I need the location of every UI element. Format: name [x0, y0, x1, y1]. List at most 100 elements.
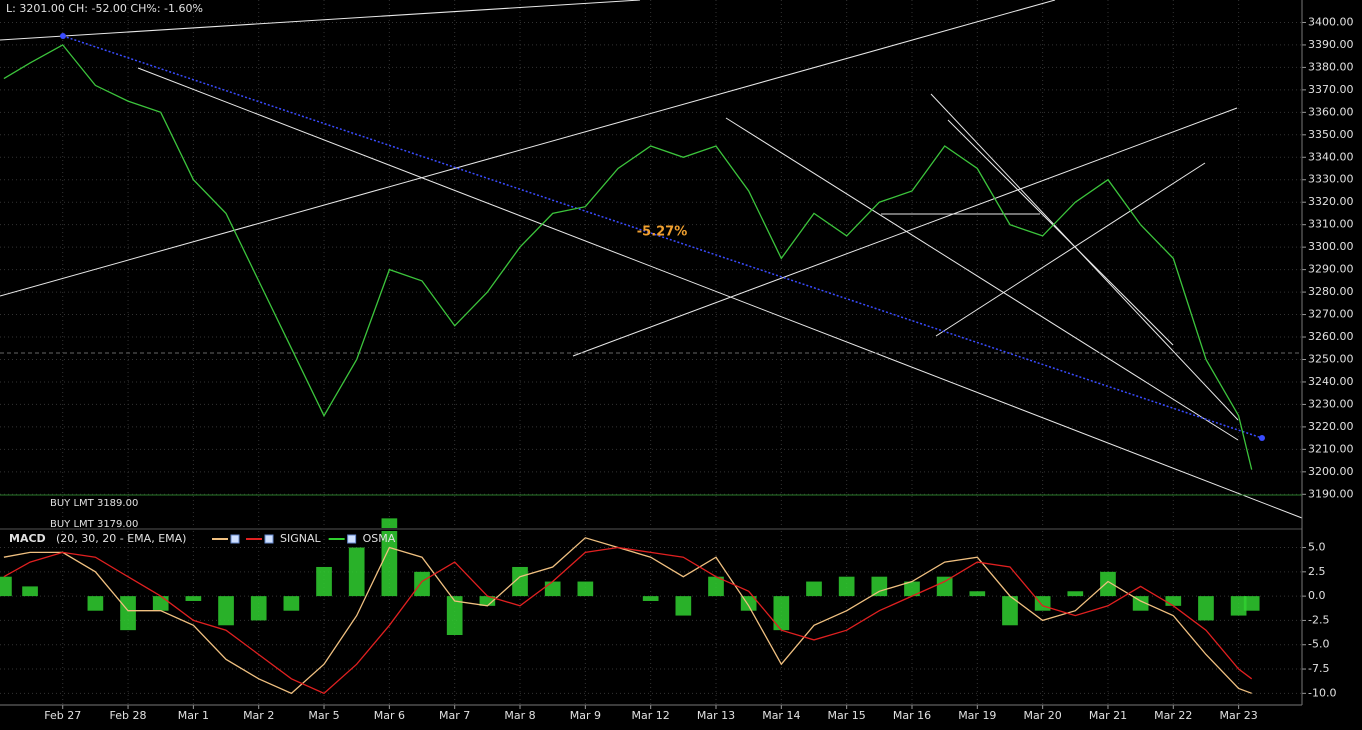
osma-bar: [1243, 596, 1260, 611]
x-tick-label: Mar 5: [308, 709, 339, 722]
x-tick-label: Mar 21: [1089, 709, 1127, 722]
y-tick-label: 2.5: [1308, 565, 1326, 578]
osma-bar: [708, 576, 724, 597]
x-tick-label: Mar 22: [1154, 709, 1192, 722]
osma-bar: [904, 581, 920, 597]
y-tick-label: 3300.00: [1308, 240, 1354, 253]
y-tick-label: 3360.00: [1308, 105, 1354, 118]
x-tick-label: Mar 16: [893, 709, 931, 722]
osma-bar: [1002, 596, 1018, 626]
osma-bar: [218, 596, 234, 626]
y-tick-label: 0.0: [1308, 589, 1326, 602]
osma-bar: [512, 566, 528, 597]
osma-bar: [577, 581, 594, 597]
y-tick-label: 3190.00: [1308, 487, 1354, 500]
osma-bar: [0, 576, 12, 597]
osma-bar: [120, 596, 136, 631]
y-tick-label: 3340.00: [1308, 150, 1354, 163]
trend-line: [947, 119, 1174, 346]
osma-bar: [969, 591, 986, 597]
osma-bar: [381, 518, 398, 597]
trend-line: [0, 0, 1056, 297]
osma-bar: [838, 576, 855, 597]
osma-bar: [479, 596, 496, 606]
x-tick-label: Mar 6: [374, 709, 405, 722]
x-tick-label: Mar 12: [632, 709, 670, 722]
x-tick-label: Mar 8: [504, 709, 535, 722]
measure-point: [1259, 435, 1265, 441]
x-tick-label: Mar 1: [178, 709, 209, 722]
osma-bar: [283, 596, 300, 611]
legend-checkbox[interactable]: [264, 534, 274, 544]
y-tick-label: 3220.00: [1308, 420, 1354, 433]
x-tick-label: Mar 2: [243, 709, 274, 722]
y-tick-label: 3350.00: [1308, 128, 1354, 141]
osma-bar: [446, 596, 463, 636]
macd-title: MACD: [9, 532, 46, 545]
trend-line: [935, 162, 1206, 337]
osma-bar: [316, 566, 332, 597]
y-tick-label: 3380.00: [1308, 60, 1354, 73]
osma-bar: [675, 596, 692, 616]
osma-bar: [773, 596, 790, 631]
y-tick-label: 3270.00: [1308, 308, 1354, 321]
x-tick-label: Mar 20: [1024, 709, 1062, 722]
trend-line: [725, 117, 1239, 441]
osma-bar: [250, 596, 267, 621]
osma-bar: [1198, 596, 1214, 621]
osma-bar: [152, 596, 169, 611]
y-tick-label: -7.5: [1308, 662, 1329, 675]
y-tick-label: 3320.00: [1308, 195, 1354, 208]
x-tick-label: Mar 19: [958, 709, 996, 722]
osma-bar: [544, 581, 561, 597]
grid: [0, 0, 1302, 705]
osma-bar: [642, 596, 659, 601]
y-tick-label: 3290.00: [1308, 263, 1354, 276]
osma-bar: [1132, 596, 1149, 611]
trend-line: [572, 107, 1238, 357]
header: L: 3201.00 CH: -52.00 CH%: -1.60%: [6, 2, 203, 15]
marks: 3190.00 3200.00 3210.00 3220.00 3230.00 3240.…: [0, 15, 1354, 722]
legend-checkbox[interactable]: [347, 534, 357, 544]
y-tick-label: 3310.00: [1308, 218, 1354, 231]
measure-line: [62, 35, 1263, 439]
osma-bar: [414, 571, 430, 597]
osma-bar: [871, 576, 888, 597]
y-tick-label: -5.0: [1308, 638, 1329, 651]
y-tick-label: 3330.00: [1308, 173, 1354, 186]
x-tick-label: Mar 23: [1220, 709, 1258, 722]
annotation: -5.27%: [637, 225, 688, 240]
y-tick-label: 3260.00: [1308, 330, 1354, 343]
order-label: BUY LMT 3189.00: [50, 498, 138, 509]
trend-line: [0, 0, 641, 41]
x-tick-label: Mar 7: [439, 709, 470, 722]
x-tick-label: Feb 28: [110, 709, 147, 722]
y-tick-label: 3230.00: [1308, 397, 1354, 410]
osma-bar: [936, 576, 953, 597]
series-line: [3, 44, 1253, 470]
y-tick-label: 3200.00: [1308, 465, 1354, 478]
y-tick-label: 3240.00: [1308, 375, 1354, 388]
y-tick-label: 3280.00: [1308, 285, 1354, 298]
osma-bar: [348, 547, 365, 597]
x-tick-label: Mar 13: [697, 709, 735, 722]
macd-subtitle: (20, 30, 20 - EMA, EMA): [56, 532, 186, 545]
legend-label: SIGNAL: [280, 532, 322, 545]
legend-checkbox[interactable]: [230, 534, 240, 544]
osma-bar: [185, 596, 202, 601]
y-tick-label: 3390.00: [1308, 38, 1354, 51]
trend-line: [137, 67, 1303, 519]
y-tick-label: 3210.00: [1308, 442, 1354, 455]
osma-bar: [1100, 571, 1116, 597]
x-tick-label: Mar 14: [762, 709, 800, 722]
legend: SIGNAL OSMA: [212, 532, 396, 545]
legend-label: OSMA: [363, 532, 396, 545]
y-tick-label: 3250.00: [1308, 352, 1354, 365]
series-line: [3, 537, 1252, 695]
osma-bar: [1230, 596, 1247, 616]
osma-bar: [1165, 596, 1182, 606]
x-tick-label: Feb 27: [44, 709, 81, 722]
measure-point: [60, 33, 66, 39]
